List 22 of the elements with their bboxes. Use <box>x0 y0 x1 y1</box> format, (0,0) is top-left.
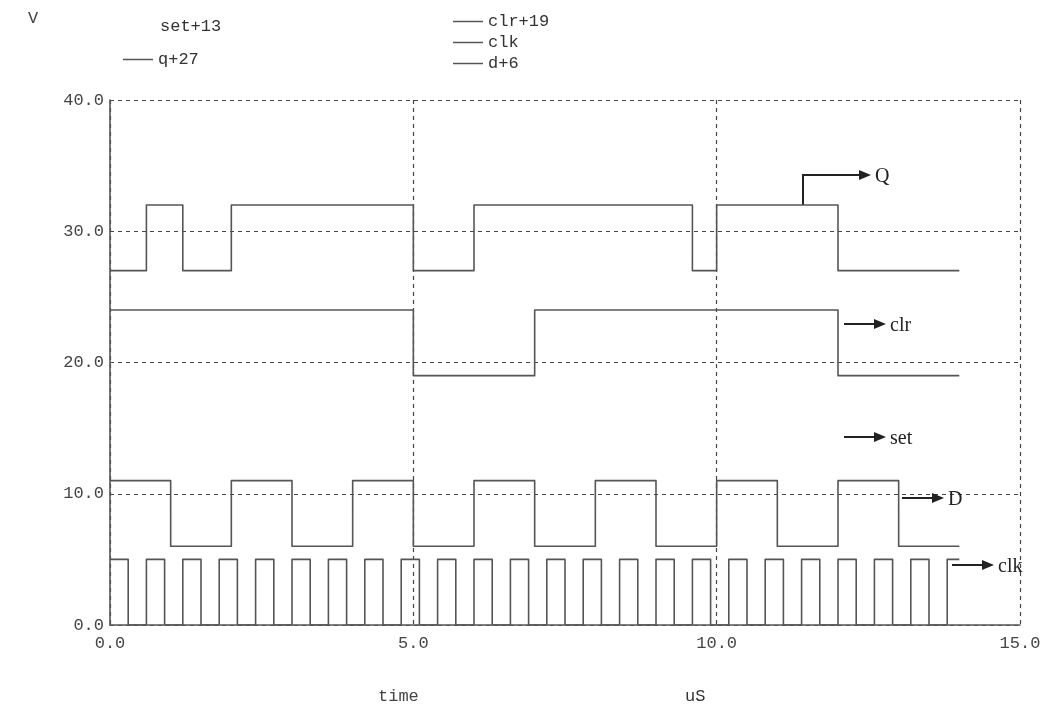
y-tick-label: 20.0 <box>63 353 104 372</box>
x-axis-title: time <box>378 687 419 706</box>
annotation: D <box>948 487 963 509</box>
annotation: set <box>890 426 913 448</box>
y-tick-label: 30.0 <box>63 221 104 241</box>
legend-label: clr+19 <box>488 12 550 31</box>
x-tick-label: 0.0 <box>94 634 126 653</box>
y-tick-label: 0.0 <box>73 615 104 635</box>
legend-label: clk <box>488 33 519 52</box>
annotation: clr <box>890 313 912 335</box>
legend-label: q+27 <box>158 50 199 69</box>
x-tick-label: 5.0 <box>398 634 429 653</box>
legend-label: d+6 <box>488 54 519 73</box>
y-tick-label: 40.0 <box>63 90 104 110</box>
x-tick-label: 15.0 <box>999 634 1041 653</box>
annotation: Q <box>875 164 890 186</box>
text: uS <box>685 687 706 706</box>
y-tick-label: 10.0 <box>63 484 104 504</box>
y-axis-title: V <box>28 9 39 28</box>
text: set+13 <box>160 17 222 36</box>
annotation: clk <box>998 554 1023 576</box>
x-tick-label: 10.0 <box>696 634 738 653</box>
